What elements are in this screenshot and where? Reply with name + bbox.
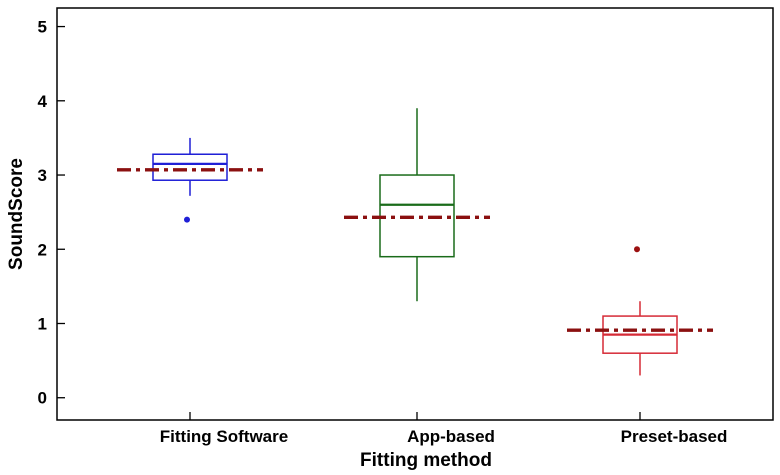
x-axis: Fitting Software App-based Preset-based [160, 412, 728, 446]
x-tick-label: Preset-based [621, 427, 728, 446]
box-0 [117, 137, 263, 223]
outlier-point [184, 216, 190, 223]
y-tick-label: 4 [38, 92, 48, 111]
plot-frame [56, 7, 774, 421]
boxes-layer [117, 108, 713, 376]
y-tick-label: 3 [38, 166, 47, 185]
y-tick-label: 1 [38, 314, 47, 333]
y-axis: 0 1 2 3 4 5 [38, 18, 65, 408]
y-tick-label: 5 [38, 18, 47, 37]
x-tick-label: App-based [407, 427, 495, 446]
y-tick-label: 2 [38, 240, 47, 259]
x-axis-title: Fitting method [360, 450, 492, 471]
y-axis-title: SoundScore [6, 158, 27, 270]
y-tick-label: 0 [38, 389, 47, 408]
box-2 [567, 246, 713, 376]
x-tick-label: Fitting Software [160, 427, 288, 446]
outlier-point [634, 246, 640, 253]
iqr-box [152, 153, 228, 181]
box-1 [344, 108, 490, 302]
